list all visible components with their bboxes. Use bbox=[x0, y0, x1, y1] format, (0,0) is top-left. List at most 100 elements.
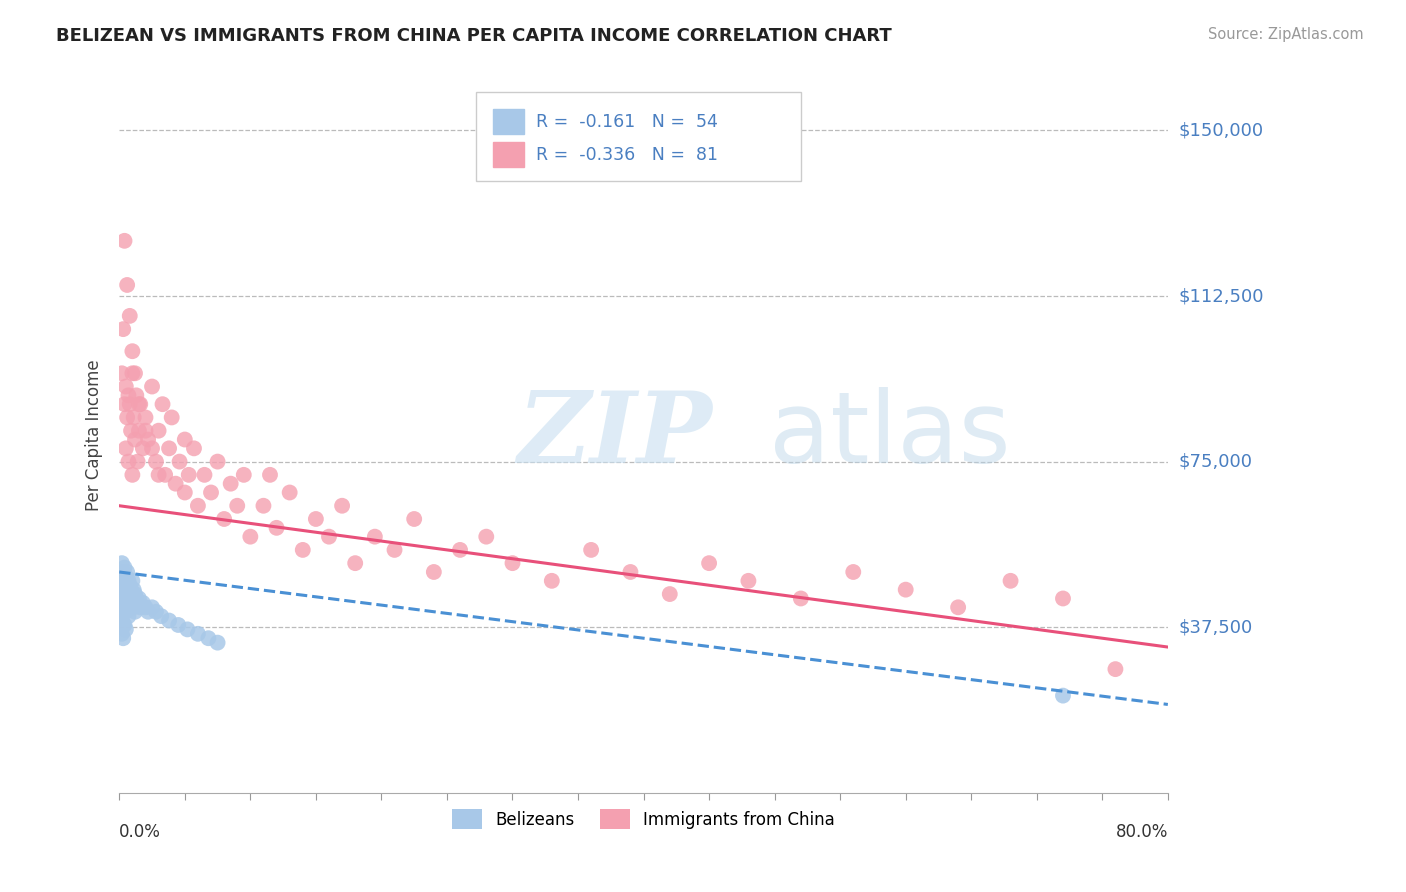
Point bbox=[152, 397, 174, 411]
Text: $150,000: $150,000 bbox=[1180, 121, 1264, 139]
Point bbox=[114, 582, 136, 597]
Point bbox=[112, 618, 135, 632]
Point bbox=[136, 605, 159, 619]
Point bbox=[112, 565, 135, 579]
Point bbox=[117, 609, 139, 624]
Point bbox=[134, 600, 156, 615]
Point bbox=[132, 442, 155, 456]
Point bbox=[122, 582, 145, 597]
Point bbox=[114, 379, 136, 393]
Point bbox=[232, 467, 254, 482]
Point bbox=[115, 600, 138, 615]
Point bbox=[128, 591, 150, 606]
Point bbox=[117, 454, 139, 468]
Point bbox=[121, 591, 143, 606]
Point bbox=[114, 234, 136, 248]
Point bbox=[160, 410, 183, 425]
Text: ZIP: ZIP bbox=[517, 387, 713, 483]
Point bbox=[148, 424, 170, 438]
Point bbox=[114, 605, 136, 619]
Point bbox=[114, 560, 136, 574]
Point bbox=[305, 512, 328, 526]
Point bbox=[148, 467, 170, 482]
Point bbox=[114, 587, 136, 601]
Point bbox=[112, 582, 135, 597]
Point bbox=[111, 614, 134, 628]
Point bbox=[111, 578, 134, 592]
Point bbox=[120, 424, 142, 438]
Point bbox=[117, 388, 139, 402]
Point bbox=[226, 499, 249, 513]
Point bbox=[115, 582, 138, 597]
Point bbox=[183, 442, 205, 456]
FancyBboxPatch shape bbox=[492, 143, 524, 167]
Text: $37,500: $37,500 bbox=[1180, 618, 1253, 636]
Point bbox=[423, 565, 446, 579]
Point bbox=[842, 565, 865, 579]
Point bbox=[318, 530, 340, 544]
Point bbox=[121, 574, 143, 588]
Point bbox=[167, 618, 190, 632]
Point bbox=[502, 556, 524, 570]
Point bbox=[153, 467, 176, 482]
Point bbox=[579, 542, 602, 557]
Point bbox=[112, 600, 135, 615]
Point bbox=[404, 512, 426, 526]
Point bbox=[173, 433, 195, 447]
Point bbox=[1000, 574, 1022, 588]
Point bbox=[125, 388, 148, 402]
Point bbox=[145, 605, 167, 619]
Point bbox=[141, 442, 163, 456]
Point bbox=[111, 556, 134, 570]
Point bbox=[134, 424, 156, 438]
Point bbox=[124, 605, 146, 619]
Point bbox=[121, 366, 143, 380]
Point bbox=[121, 467, 143, 482]
Point bbox=[110, 591, 132, 606]
Point bbox=[110, 574, 132, 588]
Point bbox=[114, 600, 136, 615]
Point bbox=[134, 410, 156, 425]
Point bbox=[790, 591, 813, 606]
Point bbox=[112, 631, 135, 645]
Point bbox=[177, 467, 200, 482]
Point bbox=[127, 596, 149, 610]
Point bbox=[1052, 591, 1074, 606]
Point bbox=[114, 397, 136, 411]
Point bbox=[197, 631, 219, 645]
Text: $75,000: $75,000 bbox=[1180, 452, 1253, 471]
FancyBboxPatch shape bbox=[492, 110, 524, 134]
FancyBboxPatch shape bbox=[475, 92, 801, 181]
Point bbox=[207, 454, 229, 468]
Point bbox=[124, 433, 146, 447]
Point bbox=[118, 578, 141, 592]
Point bbox=[475, 530, 498, 544]
Point bbox=[449, 542, 471, 557]
Point bbox=[187, 627, 209, 641]
Point bbox=[207, 635, 229, 649]
Text: atlas: atlas bbox=[769, 386, 1011, 483]
Point bbox=[384, 542, 406, 557]
Text: R =  -0.161   N =  54: R = -0.161 N = 54 bbox=[536, 112, 717, 130]
Point bbox=[118, 397, 141, 411]
Point bbox=[118, 596, 141, 610]
Point bbox=[540, 574, 562, 588]
Point bbox=[266, 521, 288, 535]
Point bbox=[173, 485, 195, 500]
Point bbox=[187, 499, 209, 513]
Point bbox=[219, 476, 242, 491]
Point bbox=[894, 582, 917, 597]
Point bbox=[132, 596, 155, 610]
Point bbox=[125, 591, 148, 606]
Point bbox=[136, 433, 159, 447]
Text: 0.0%: 0.0% bbox=[120, 823, 162, 841]
Point bbox=[118, 309, 141, 323]
Point bbox=[111, 366, 134, 380]
Point bbox=[115, 410, 138, 425]
Point bbox=[128, 424, 150, 438]
Legend: Belizeans, Immigrants from China: Belizeans, Immigrants from China bbox=[446, 802, 842, 836]
Point bbox=[291, 542, 314, 557]
Point bbox=[114, 623, 136, 637]
Text: Source: ZipAtlas.com: Source: ZipAtlas.com bbox=[1208, 27, 1364, 42]
Point bbox=[117, 591, 139, 606]
